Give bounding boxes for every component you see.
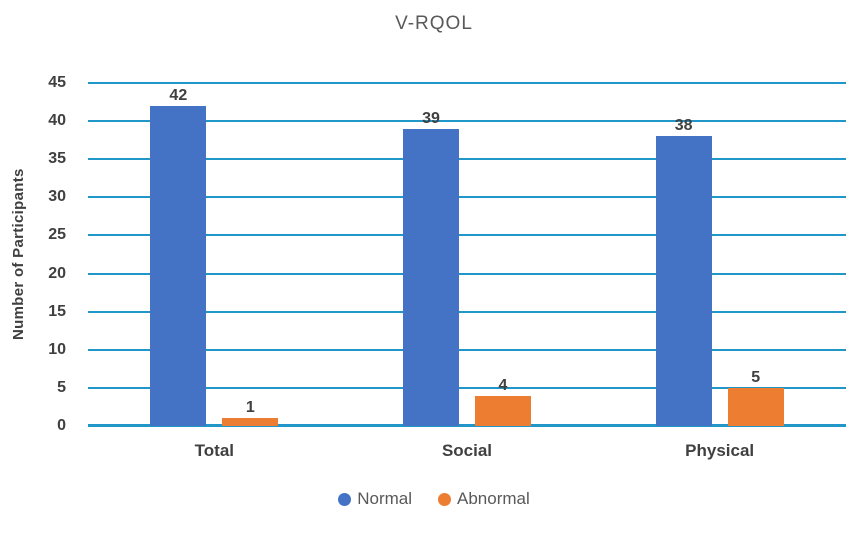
bar-wrap: 38	[655, 117, 712, 426]
bar-wrap: 42	[150, 86, 207, 426]
data-label: 39	[422, 109, 440, 127]
gridline	[88, 120, 846, 123]
gridline	[88, 348, 846, 351]
data-label: 4	[498, 376, 508, 394]
gridline	[88, 82, 846, 84]
bar-abnormal-total	[222, 418, 279, 426]
legend-label-normal: Normal	[357, 489, 413, 508]
bar-wrap: 39	[403, 109, 459, 426]
gridline	[88, 386, 846, 389]
bar-abnormal-physical	[727, 387, 784, 426]
gridline	[88, 310, 846, 313]
chart-title: V-RQOL	[395, 13, 473, 34]
bar-normal-total	[150, 105, 207, 426]
gridline	[88, 272, 846, 275]
y-tick-label: 0	[57, 417, 66, 434]
x-axis-line	[88, 424, 846, 427]
x-axis-category-labels: Total Social Physical	[88, 441, 846, 461]
bar-groups: 42 1 39 4 38 5	[88, 83, 846, 426]
bar-abnormal-social	[475, 395, 531, 426]
data-label: 38	[674, 117, 693, 135]
legend-label-abnormal: Abnormal	[457, 489, 530, 508]
bar-group-total: 42 1	[88, 83, 341, 426]
data-label: 42	[169, 86, 188, 104]
bar-group-social: 39 4	[341, 83, 594, 426]
normal-legend-dot-icon	[338, 492, 352, 506]
data-label: 5	[751, 368, 761, 386]
bar-group-physical: 38 5	[593, 83, 846, 426]
y-tick-label: 5	[57, 378, 66, 396]
y-tick-label: 35	[48, 150, 66, 168]
legend-item-abnormal: Abnormal	[438, 489, 530, 509]
category-label-total: Total	[194, 441, 235, 460]
plot-area	[88, 82, 846, 427]
category-label-social: Social	[441, 441, 493, 460]
y-tick-label: 15	[48, 302, 66, 320]
bar-normal-physical	[655, 136, 712, 426]
gridline	[88, 196, 846, 199]
data-label: 1	[245, 399, 255, 417]
category-label-physical: Physical	[685, 441, 755, 460]
y-tick-label: 40	[48, 112, 66, 130]
y-axis-ticks: 45 40 35 30 25 20 15 10 5 0	[0, 74, 66, 434]
gridline	[88, 158, 846, 161]
legend-item-normal: Normal	[338, 489, 412, 509]
bar-wrap: 5	[727, 368, 784, 426]
y-tick-label: 20	[48, 264, 66, 282]
legend: Normal Abnormal	[0, 489, 868, 509]
bar-wrap: 1	[222, 399, 279, 426]
y-tick-label: 25	[48, 226, 66, 244]
bar-wrap: 4	[475, 376, 531, 426]
y-tick-label: 10	[48, 340, 66, 358]
bar-normal-social	[403, 128, 459, 426]
gridline	[88, 234, 846, 237]
y-tick-label: 30	[48, 188, 66, 206]
abnormal-legend-dot-icon	[438, 492, 452, 506]
y-tick-label: 45	[48, 74, 66, 91]
